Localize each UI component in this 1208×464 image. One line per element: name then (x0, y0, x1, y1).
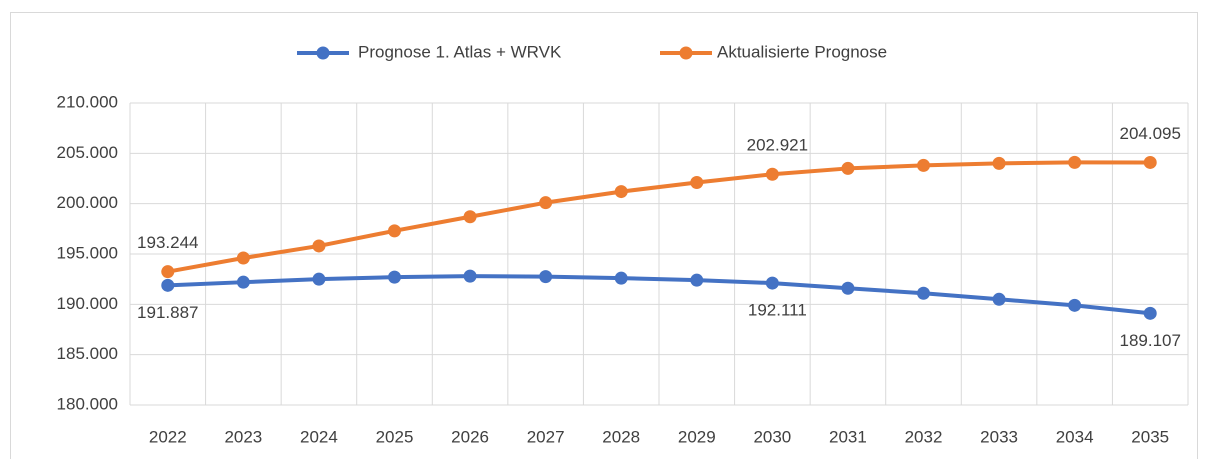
data-label: 191.887 (137, 303, 198, 322)
point (388, 224, 401, 238)
point (690, 176, 704, 190)
point (539, 196, 553, 210)
y-tick-label: 190.000 (57, 294, 118, 313)
x-tick-label: 2034 (1056, 427, 1094, 446)
x-tick-label: 2023 (224, 427, 262, 446)
point (463, 210, 477, 224)
data-label: 189.107 (1119, 331, 1180, 350)
point (236, 251, 250, 265)
x-tick-label: 2030 (753, 427, 791, 446)
point (1068, 298, 1082, 312)
data-label: 192.111 (748, 301, 807, 320)
point (539, 270, 553, 284)
legend-label: Aktualisierte Prognose (717, 42, 887, 61)
x-tick-label: 2028 (602, 427, 640, 446)
x-tick-label: 2032 (905, 427, 943, 446)
y-tick-label: 180.000 (57, 394, 118, 413)
point (1143, 306, 1157, 320)
x-tick-label: 2033 (980, 427, 1018, 446)
legend-marker (316, 46, 330, 60)
point (388, 270, 401, 284)
y-tick-label: 210.000 (57, 92, 118, 111)
y-tick-label: 185.000 (57, 344, 118, 363)
point (690, 273, 704, 287)
point (917, 286, 930, 300)
x-tick-label: 2035 (1131, 427, 1169, 446)
point (765, 167, 779, 181)
point (614, 185, 628, 199)
point (312, 272, 326, 286)
x-tick-label: 2026 (451, 427, 489, 446)
point (992, 292, 1006, 306)
point (765, 276, 779, 290)
point (312, 239, 326, 253)
x-tick-label: 2031 (829, 427, 867, 446)
x-tick-label: 2027 (527, 427, 565, 446)
point (841, 161, 855, 175)
point (161, 265, 175, 279)
y-tick-label: 200.000 (57, 193, 118, 212)
series-line (167, 160, 1151, 274)
data-label: 202.921 (747, 136, 808, 155)
x-tick-label: 2025 (376, 427, 414, 446)
point (1143, 155, 1157, 169)
x-tick-label: 2029 (678, 427, 716, 446)
point (992, 156, 1006, 170)
chart-frame (10, 12, 1198, 464)
y-tick-label: 195.000 (57, 243, 118, 262)
data-label: 204.095 (1119, 124, 1180, 143)
legend-marker (679, 46, 693, 60)
point (463, 269, 477, 283)
x-tick-label: 2024 (300, 427, 338, 446)
point (614, 271, 628, 285)
series-line (167, 274, 1151, 316)
point (917, 158, 930, 172)
x-tick-label: 2022 (149, 427, 187, 446)
point (161, 278, 175, 292)
y-tick-label: 205.000 (57, 143, 118, 162)
data-label: 193.244 (137, 233, 198, 252)
point (236, 275, 250, 289)
point (1068, 155, 1082, 169)
legend-label: Prognose 1. Atlas + WRVK (358, 42, 562, 61)
point (841, 281, 855, 295)
